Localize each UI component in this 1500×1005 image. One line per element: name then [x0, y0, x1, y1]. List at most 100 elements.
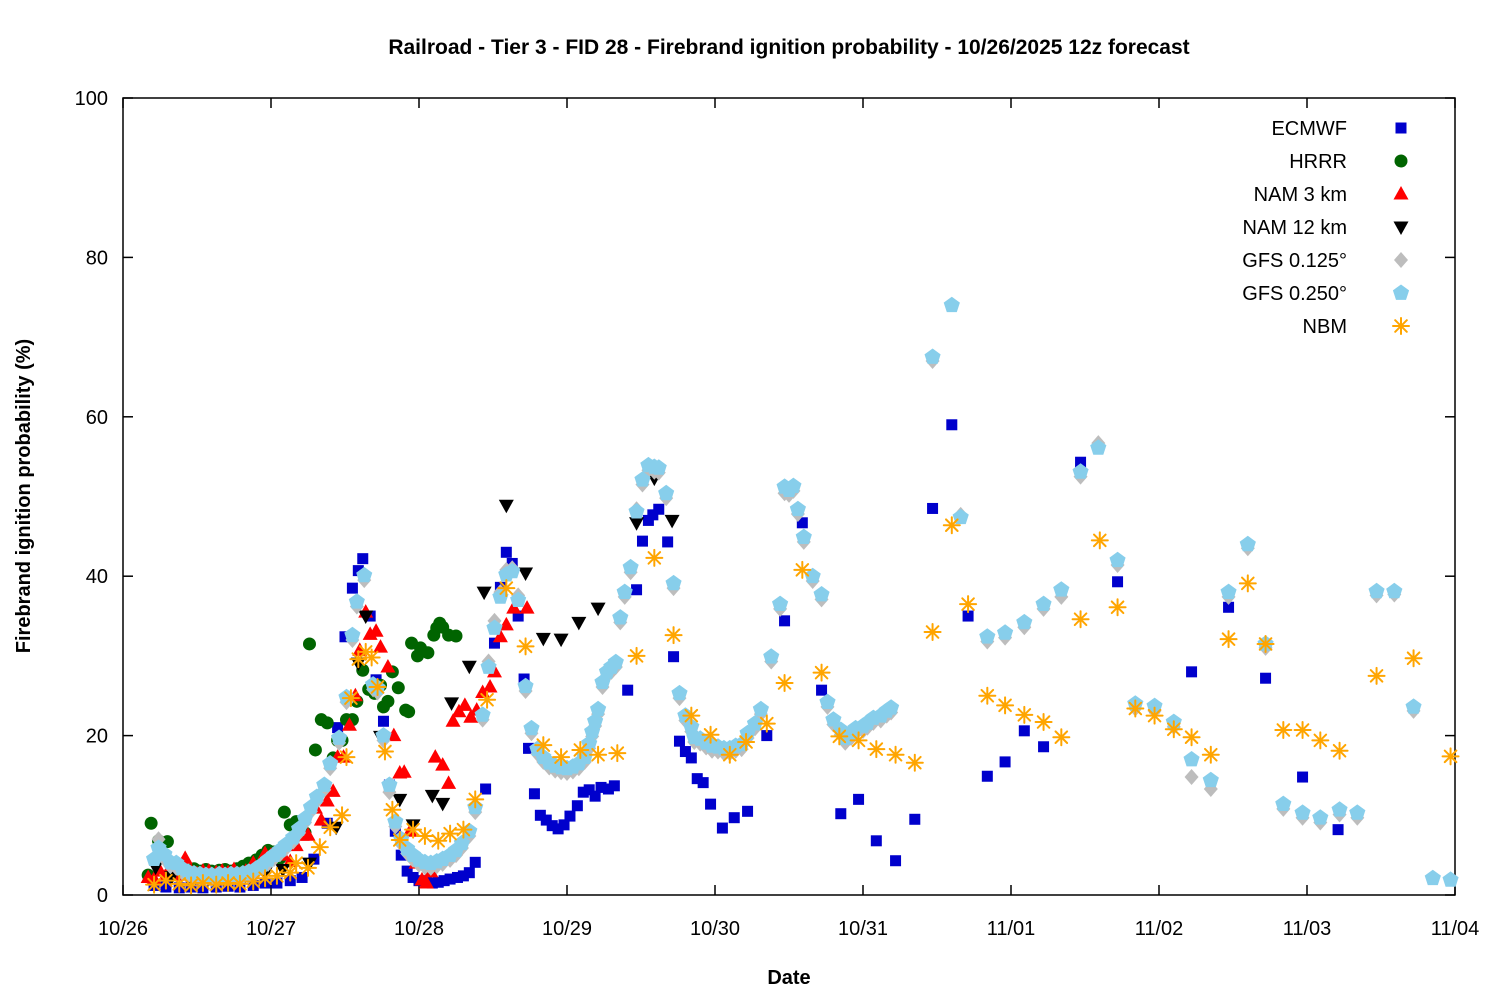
- data-point: [1108, 598, 1127, 617]
- legend-label: HRRR: [1289, 151, 1347, 173]
- data-point: [341, 717, 357, 731]
- data-point: [418, 875, 434, 889]
- data-point: [512, 610, 524, 622]
- data-point: [1126, 699, 1145, 718]
- data-point: [453, 834, 470, 851]
- data-point: [650, 459, 667, 475]
- data-point: [590, 602, 606, 617]
- data-point: [959, 595, 978, 614]
- data-point: [523, 742, 535, 754]
- data-point: [581, 735, 598, 751]
- legend-entry-nam-3-km: NAM 3 km: [1254, 184, 1409, 206]
- series-gfs-0-250-: [146, 296, 1459, 887]
- data-point: [1275, 795, 1292, 811]
- data-point: [145, 875, 164, 894]
- legend-entry-gfs-0-125-: GFS 0.125°: [1242, 250, 1408, 272]
- data-point: [432, 876, 444, 888]
- data-point: [804, 567, 821, 584]
- data-point: [1109, 551, 1126, 568]
- data-point: [1183, 751, 1200, 767]
- data-point: [1164, 720, 1183, 739]
- data-point: [587, 712, 604, 729]
- data-point: [1034, 713, 1053, 732]
- data-point: [331, 729, 348, 745]
- data-point: [571, 800, 583, 812]
- data-point: [691, 773, 703, 785]
- data-point: [454, 820, 473, 839]
- data-point: [516, 637, 535, 656]
- data-point: [664, 514, 680, 529]
- data-point: [392, 793, 408, 808]
- data-point: [653, 503, 665, 515]
- data-point: [427, 749, 443, 763]
- data-point: [528, 788, 540, 800]
- data-point: [608, 744, 627, 763]
- data-point: [344, 626, 361, 643]
- data-point: [441, 775, 457, 789]
- data-point: [301, 857, 317, 872]
- data-point: [230, 874, 249, 893]
- data-point: [1052, 728, 1071, 747]
- data-point: [444, 873, 456, 885]
- data-point: [1367, 666, 1386, 685]
- data-point: [518, 567, 534, 582]
- data-point: [1442, 871, 1459, 887]
- data-point: [679, 746, 691, 758]
- data-point: [1332, 824, 1344, 836]
- legend-marker-pentagon-icon: [1392, 284, 1410, 300]
- data-point: [299, 858, 317, 877]
- data-point: [785, 477, 802, 493]
- data-point: [1186, 666, 1198, 678]
- data-point: [480, 658, 497, 674]
- data-point: [819, 693, 836, 709]
- data-point: [796, 517, 808, 529]
- data-point: [1219, 630, 1238, 649]
- data-point: [391, 681, 405, 695]
- data-point: [1090, 531, 1109, 550]
- data-point: [849, 731, 868, 750]
- data-point: [300, 827, 316, 841]
- data-point: [909, 813, 921, 825]
- data-point: [742, 805, 754, 817]
- x-tick-label: 10/26: [98, 918, 148, 940]
- legend-label: NBM: [1303, 316, 1347, 338]
- data-point: [816, 684, 828, 696]
- data-point: [665, 574, 682, 591]
- data-point: [498, 499, 514, 514]
- data-point: [1312, 809, 1329, 825]
- data-point: [1239, 535, 1256, 552]
- data-point: [1016, 613, 1033, 630]
- data-point: [546, 820, 558, 832]
- data-point: [390, 831, 409, 850]
- data-point: [386, 727, 402, 742]
- data-point: [296, 871, 308, 883]
- data-point: [476, 586, 492, 601]
- data-point: [156, 871, 175, 890]
- data-point: [853, 793, 865, 805]
- data-point: [668, 651, 680, 663]
- data-point: [519, 600, 535, 614]
- data-point: [697, 777, 709, 789]
- data-point: [424, 789, 440, 804]
- data-point: [395, 849, 407, 861]
- data-point: [469, 856, 481, 868]
- data-point: [1331, 801, 1348, 817]
- data-point: [349, 650, 368, 669]
- data-point: [905, 753, 924, 772]
- y-tick-label: 80: [86, 247, 108, 269]
- data-point: [325, 783, 341, 797]
- y-axis-label: Firebrand ignition probability (%): [13, 339, 35, 653]
- data-point: [341, 689, 360, 708]
- legend-entry-gfs-0-250-: GFS 0.250°: [1242, 283, 1410, 305]
- series-hrrr: [141, 616, 463, 882]
- data-point: [622, 558, 639, 575]
- x-tick-label: 11/04: [1431, 918, 1480, 940]
- data-point: [517, 677, 534, 694]
- plot-border: [122, 97, 1456, 896]
- data-point: [658, 484, 675, 501]
- data-point: [407, 871, 419, 883]
- data-point: [867, 740, 886, 759]
- data-point: [1441, 747, 1460, 766]
- data-point: [647, 509, 659, 521]
